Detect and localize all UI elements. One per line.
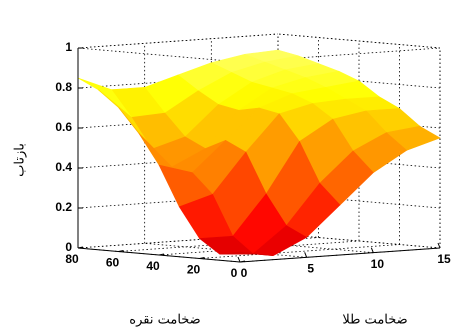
axis-line	[239, 247, 441, 263]
tick-mark	[199, 257, 205, 259]
y-tick-label: 20	[187, 263, 201, 277]
tick-mark	[118, 250, 124, 252]
z-axis-label: بازتاب	[13, 143, 28, 177]
z-tick-label: 0.8	[55, 80, 72, 94]
surface-patch	[219, 251, 274, 256]
y-axis-label: ضخامت نقره	[129, 313, 200, 328]
y-tick-label: 40	[146, 259, 160, 273]
x-axis-label: ضخامت طلا	[342, 313, 407, 328]
grid-line	[77, 233, 279, 249]
grid-line	[199, 244, 400, 259]
z-tick-label: 1	[65, 40, 72, 54]
y-tick-label: 80	[65, 252, 79, 266]
tick-mark	[304, 252, 308, 258]
tick-mark	[437, 242, 441, 249]
tick-mark	[77, 246, 84, 249]
z-tick-label: 0.6	[55, 120, 72, 134]
z-tick-label: 0.4	[55, 160, 72, 174]
x-tick-label: 0	[241, 266, 248, 280]
box-edge	[277, 33, 441, 49]
z-tick-label: 0	[65, 240, 72, 254]
tick-mark	[158, 253, 165, 256]
tick-mark	[237, 256, 241, 263]
z-tick-label: 0.2	[55, 200, 72, 214]
y-tick-label: 0	[231, 266, 238, 280]
x-tick-label: 5	[307, 262, 314, 276]
x-tick-label: 15	[437, 252, 451, 266]
box-edge	[77, 47, 241, 63]
tick-mark	[370, 247, 374, 253]
x-tick-label: 10	[371, 257, 385, 271]
tick-mark	[239, 260, 246, 263]
y-tick-label: 60	[106, 256, 120, 270]
grid-line	[211, 238, 374, 254]
box-edge	[77, 33, 279, 49]
